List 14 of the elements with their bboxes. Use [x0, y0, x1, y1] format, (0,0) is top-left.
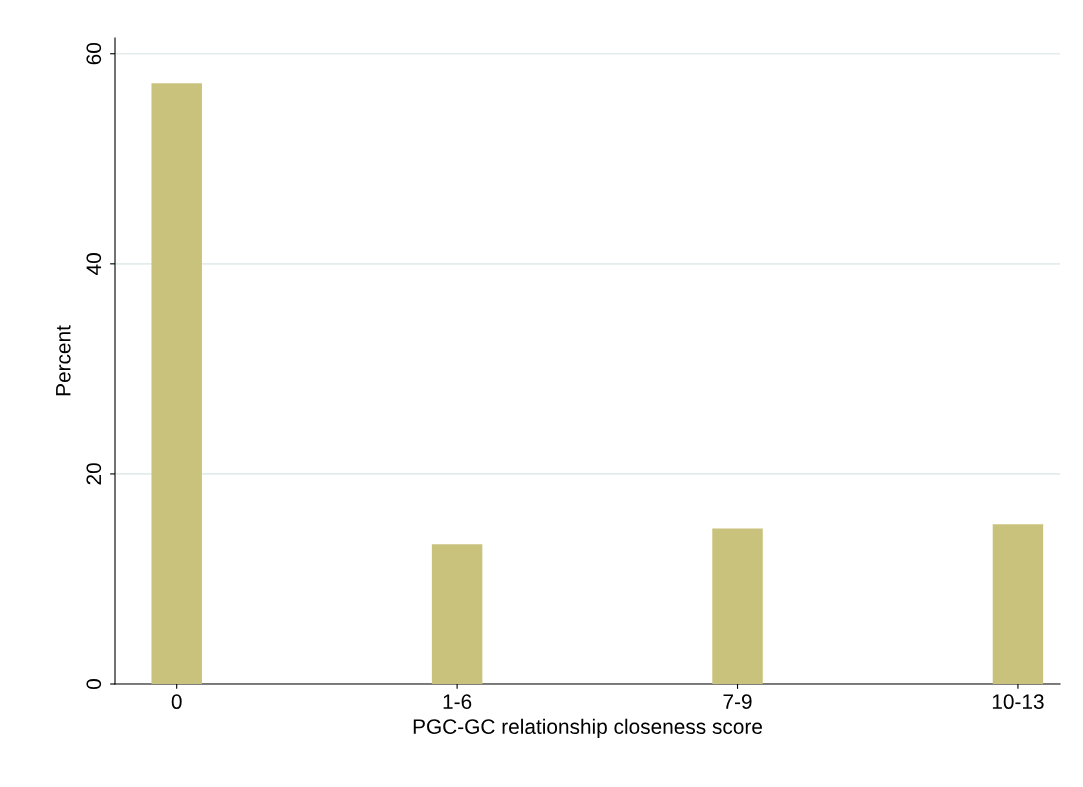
bar — [151, 83, 202, 684]
x-tick-label: 7-9 — [723, 694, 752, 710]
x-tick-label: 0 — [171, 694, 182, 710]
bar — [992, 524, 1044, 684]
bar — [431, 544, 483, 684]
bar — [712, 528, 763, 684]
y-tick-label: 20 — [86, 463, 102, 485]
x-tick-label: 1-6 — [443, 694, 472, 710]
x-tick-label: 10-13 — [992, 694, 1044, 710]
y-tick-label: 40 — [86, 253, 102, 275]
y-axis-title: Percent — [56, 325, 71, 396]
y-tick-label: 60 — [86, 42, 102, 65]
y-tick-label: 0 — [86, 679, 102, 689]
x-axis-title: PGC-GC relationship closeness score — [413, 718, 762, 739]
